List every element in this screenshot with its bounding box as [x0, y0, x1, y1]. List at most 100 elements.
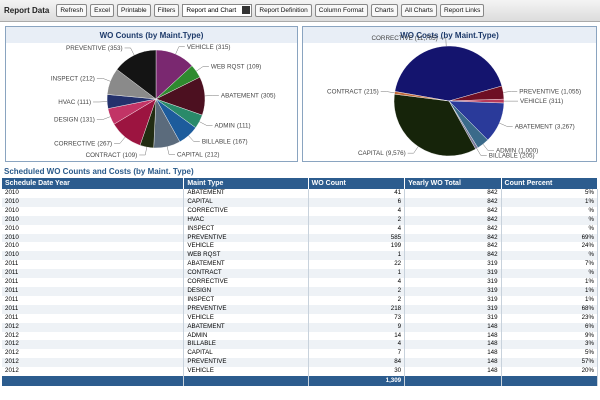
table-cell: 2011: [2, 295, 185, 305]
select-arrow: [242, 6, 251, 14]
slice-value: (311): [549, 98, 563, 105]
toolbar-button[interactable]: Refresh: [56, 4, 88, 17]
toolbar-button[interactable]: Printable: [117, 4, 151, 17]
slice-label: DESIGN (131): [54, 116, 95, 123]
table-cell: DESIGN: [183, 286, 309, 296]
table-cell: [501, 376, 599, 387]
table-cell: 6%: [501, 322, 599, 332]
table-cell: BILLABLE: [183, 340, 309, 350]
leader-line: [196, 66, 209, 72]
table-cell: 218: [308, 304, 406, 314]
table-cell: 2012: [2, 322, 185, 332]
table-cell: CORRECTIVE: [183, 206, 309, 216]
table-row: 2012 PREVENTIVE 84 148 57%: [2, 358, 599, 368]
slice-category: CORRECTIVE: [371, 35, 412, 42]
table-cell: [404, 376, 502, 387]
slice-value: (131): [80, 116, 95, 123]
table-cell: 6: [308, 197, 406, 207]
table-row: 2011 CONTRACT 1 319%: [2, 269, 599, 279]
table-cell: 2: [308, 215, 406, 225]
table-cell: 319: [404, 295, 502, 305]
table-cell: 1: [308, 269, 406, 279]
leader-line: [96, 116, 111, 120]
slice-value: (212): [205, 151, 220, 158]
slice-label: ADMIN (111): [215, 122, 251, 129]
chart-panel: WO Costs (by Maint.Type) CORRECTIVE (11,70…: [302, 26, 597, 162]
table-cell: [2, 376, 185, 387]
select-text: Report and Chart: [186, 7, 237, 14]
table-cell: 842: [404, 242, 502, 252]
view-select[interactable]: Report and Chart: [182, 4, 253, 17]
pie-slice: [394, 45, 503, 102]
table-row: 2012 VEHICLE 30 148 20%: [2, 367, 599, 377]
slice-category: CONTRACT: [86, 152, 121, 159]
table-cell: 319: [404, 286, 502, 296]
table-cell: 5%: [501, 349, 599, 359]
slice-value: (267): [97, 140, 112, 147]
toolbar-button[interactable]: Filters: [153, 4, 180, 17]
slice-value: (205): [520, 152, 535, 159]
table-cell: 24%: [501, 242, 599, 252]
toolbar-button[interactable]: Column Format: [314, 4, 368, 17]
total-row: 1,309: [2, 376, 599, 387]
toolbar-button[interactable]: Charts: [370, 4, 398, 17]
table-cell: 73: [308, 313, 406, 323]
table-cell: 2011: [2, 269, 185, 279]
table-row: 2010 PREVENTIVE 585 842 69%: [2, 233, 599, 243]
leader-line: [380, 91, 395, 94]
table-row: 2011 CORRECTIVE 4 319 1%: [2, 278, 599, 287]
slice-category: INSPECT: [51, 75, 78, 82]
toolbar-button[interactable]: Report Definition: [255, 4, 312, 17]
slice-value: (353): [108, 45, 123, 52]
table-cell: 842: [404, 233, 502, 243]
toolbar-button[interactable]: Report Links: [439, 4, 485, 17]
table-cell: CAPITAL: [183, 197, 309, 207]
slice-category: VEHICLE: [520, 98, 547, 105]
button-group: Report Definition Column Format Charts All …: [255, 4, 485, 17]
table-cell: INSPECT: [183, 295, 309, 305]
slice-value: (111): [77, 99, 91, 106]
slice-value: (1,000): [518, 147, 538, 154]
slice-label: ABATEMENT (3,267): [515, 123, 575, 130]
slice-category: CAPITAL: [358, 150, 384, 157]
slice-value: (315): [216, 43, 231, 50]
table-cell: 148: [404, 322, 502, 332]
table-cell: HVAC: [183, 215, 309, 225]
toolbar-button[interactable]: All Charts: [400, 4, 437, 17]
table-cell: 199: [308, 242, 406, 252]
table-cell: 2010: [2, 197, 185, 207]
data-table: Schedule Date Year Maint Type WO Count Year…: [2, 178, 599, 387]
pie-slice: [394, 91, 450, 102]
table-cell: %: [501, 206, 599, 216]
table-row: 2010 HVAC 2 842%: [2, 215, 599, 225]
table-cell: 842: [404, 251, 502, 261]
table-cell: 1%: [501, 278, 599, 287]
chart-title: WO Costs (by Maint.Type): [400, 31, 499, 40]
table-cell: 1: [308, 251, 406, 261]
table-cell: 319: [404, 260, 502, 270]
slice-category: CAPITAL: [177, 151, 203, 158]
table-cell: 2: [308, 286, 406, 296]
table-cell: 2010: [2, 251, 185, 261]
slice-label: BILLABLE (205): [489, 152, 535, 159]
slice-category: WEB RQST: [211, 63, 245, 70]
table-cell: 5%: [501, 189, 599, 198]
slice-category: HVAC: [58, 99, 75, 106]
table-cell: 319: [404, 278, 502, 287]
leader-line: [407, 146, 419, 154]
header-row: Schedule Date Year Maint Type WO Count Year…: [2, 178, 599, 189]
slice-label: PREVENTIVE (353): [66, 45, 123, 52]
table-cell: 842: [404, 189, 502, 198]
table-cell: 2010: [2, 233, 185, 243]
slice-category: BILLABLE: [202, 138, 231, 145]
toolbar-button[interactable]: Excel: [90, 4, 115, 17]
table-cell: 7%: [501, 260, 599, 270]
table-cell: CORRECTIVE: [183, 278, 309, 287]
table-cell: VEHICLE: [183, 313, 309, 323]
table-cell: ABATEMENT: [183, 189, 309, 198]
slice-value: (109): [123, 152, 138, 159]
table-row: 2011 ABATEMENT 22 319 7%: [2, 260, 599, 270]
leader-line: [124, 47, 135, 56]
table-cell: 319: [404, 313, 502, 323]
toolbar-title: Report Data: [4, 6, 50, 15]
